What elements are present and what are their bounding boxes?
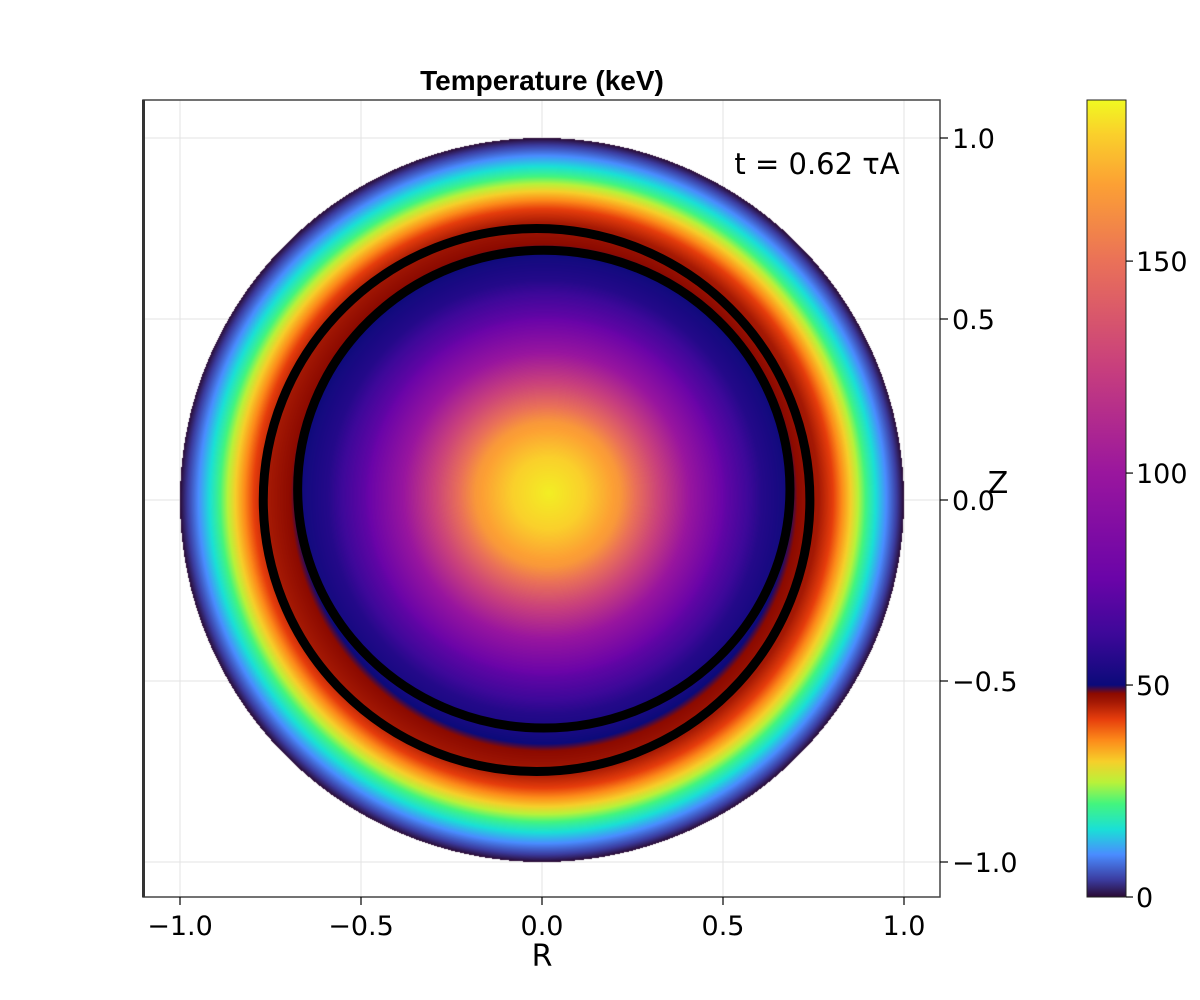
colorbar: [1086, 99, 1127, 898]
contour-line: [258, 224, 815, 776]
colorbar-tick-label: 100: [1136, 459, 1188, 490]
x-tick-label: −1.0: [147, 911, 213, 942]
colorbar-tick-label: 150: [1136, 247, 1188, 278]
x-axis-ticks: −1.0 −0.5 0.0 0.5 1.0: [147, 897, 925, 942]
y-tick-label: −0.5: [952, 667, 1018, 698]
contour-line: [293, 245, 795, 733]
time-annotation: t = 0.62 τA: [734, 147, 899, 181]
x-tick-label: 1.0: [883, 911, 926, 942]
y-tick-label: −1.0: [952, 848, 1018, 879]
x-tick-label: 0.5: [702, 911, 745, 942]
colorbar-tick-label: 50: [1136, 671, 1170, 702]
y-tick-label: 0.5: [952, 305, 995, 336]
x-tick-label: 0.0: [521, 911, 564, 942]
chart-title: Temperature (keV): [420, 65, 664, 96]
y-axis-label: Z: [988, 466, 1009, 501]
y-axis-ticks: 1.0 0.5 0.0 −0.5 −1.0: [940, 124, 1018, 879]
x-axis-label: R: [532, 939, 553, 974]
y-tick-label: 0.0: [952, 486, 995, 517]
colorbar-tick-label: 0: [1136, 883, 1153, 914]
colorbar-ticks: 0 50 100 150: [1126, 247, 1188, 914]
contour-lines: [258, 224, 815, 776]
x-tick-label: −0.5: [328, 911, 394, 942]
y-tick-label: 1.0: [952, 124, 995, 155]
